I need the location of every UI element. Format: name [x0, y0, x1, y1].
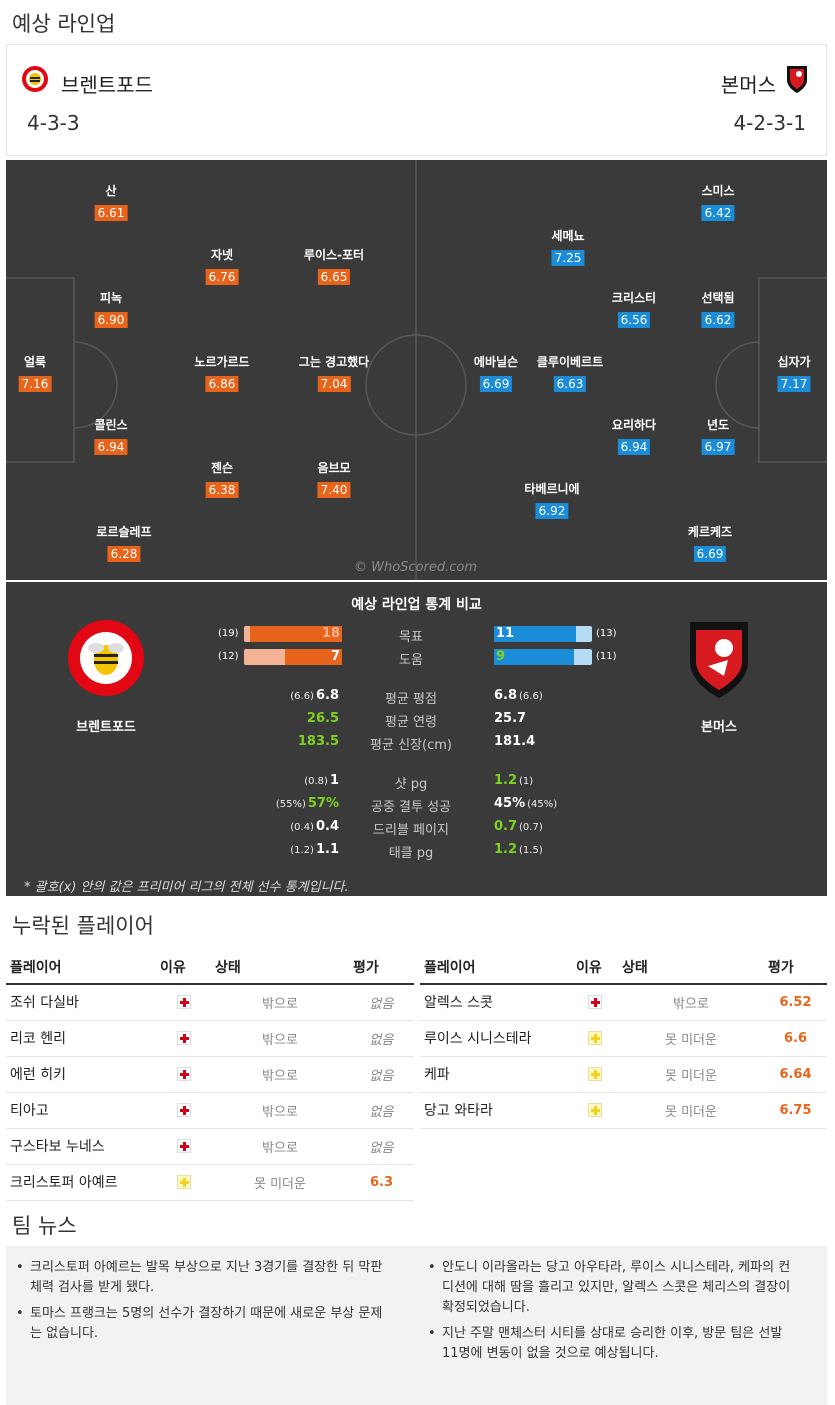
stats-away-name: 본머스	[701, 720, 737, 735]
home-assists-bar: 7	[244, 649, 342, 665]
table-row: 리코 헨리 밖으로 없음	[6, 1020, 414, 1057]
stat-row-goals: (19) 18 목표 11 (13)	[218, 626, 617, 645]
home-player[interactable]: 피녹 6.90	[94, 291, 128, 328]
news-item: 안도니 이라올라는 당고 아우타라, 루이스 시니스테라, 케파의 컨디션에 대…	[426, 1258, 796, 1318]
injury-icon	[176, 1103, 191, 1117]
home-player[interactable]: 콜린스 6.94	[94, 418, 128, 455]
player-name[interactable]: 당고 와타라	[420, 1092, 572, 1129]
news-title: 팀 뉴스	[12, 1214, 77, 1238]
away-player[interactable]: 타베르니에 6.92	[524, 482, 580, 519]
table-row: 루이스 시니스테라 못 미더운 6.6	[420, 1020, 827, 1057]
lineup-title: 예상 라인업	[12, 12, 116, 36]
away-player[interactable]: 십자가 7.17	[777, 355, 811, 392]
away-player[interactable]: 에바닐슨 6.69	[473, 355, 519, 392]
away-player[interactable]: 선택됨 6.62	[701, 291, 735, 328]
player-name[interactable]: 크리스토퍼 아예르	[6, 1164, 156, 1201]
stat-row: (55%) 57% 공중 결투 성공 45% (45%)	[275, 796, 558, 815]
stats-footnote: * 괄호(x) 안의 값은 프리미어 리그의 전체 선수 통계입니다.	[24, 880, 349, 895]
bournemouth-badge-icon	[684, 616, 754, 702]
away-news-list: 안도니 이라올라는 당고 아우타라, 루이스 시니스테라, 케파의 컨디션에 대…	[426, 1258, 796, 1370]
table-row: 구스타보 누네스 밖으로 없음	[6, 1128, 414, 1165]
player-name[interactable]: 리코 헨리	[6, 1020, 156, 1057]
missing-title: 누락된 플레이어	[12, 914, 154, 938]
home-news-list: 크리스토퍼 아예르는 발목 부상으로 지난 3경기를 결장한 뒤 막판 체력 검…	[14, 1258, 384, 1350]
away-player[interactable]: 세메뇨 7.25	[551, 229, 585, 266]
table-row: 에런 히키 밖으로 없음	[6, 1056, 414, 1093]
away-player[interactable]: 클루이베르트 6.63	[536, 355, 604, 392]
news-item: 크리스토퍼 아예르는 발목 부상으로 지난 3경기를 결장한 뒤 막판 체력 검…	[14, 1258, 384, 1298]
home-player[interactable]: 로르슬레프 6.28	[96, 525, 152, 562]
away-player[interactable]: 케르케즈 6.69	[687, 525, 733, 562]
home-player[interactable]: 루이스-포터 6.65	[303, 248, 365, 285]
stats-title: 예상 라인업 통계 비교	[351, 597, 482, 613]
away-player[interactable]: 스미스 6.42	[701, 184, 735, 221]
home-player[interactable]: 음브모 7.40	[317, 461, 351, 498]
home-missing-table: 플레이어 이유 상태 평가 조쉬 다실바 밖으로 없음 리코 헨리 밖으로 없음 에런 …	[6, 950, 414, 1201]
brentford-crest-icon	[21, 65, 49, 93]
away-assists-bar: 9	[494, 649, 592, 665]
injury-icon	[176, 1031, 191, 1045]
table-row: 알렉스 스콧 밖으로 6.52	[420, 984, 827, 1021]
stat-row-assists: (12) 7 도움 9 (11)	[218, 649, 617, 668]
doubtful-icon	[176, 1175, 191, 1189]
stat-row: 183.5 평균 신장(cm) 181.4	[297, 734, 536, 753]
stats-comparison: 예상 라인업 통계 비교 브렌트포드 본머스 (19) 18 목표 11 (13…	[6, 582, 827, 896]
home-player[interactable]: 노르가르드 6.86	[194, 355, 250, 392]
home-player[interactable]: 젠슨 6.38	[205, 461, 239, 498]
news-item: 지난 주말 맨체스터 시티를 상대로 승리한 이후, 방문 팀은 선발 11명에…	[426, 1324, 796, 1364]
doubtful-icon	[588, 1067, 602, 1081]
news-item: 토마스 프랭크는 5명의 선수가 결장하기 때문에 새로운 부상 문제는 없습니…	[14, 1304, 384, 1344]
watermark: © WhoScored.com	[354, 560, 478, 575]
table-row: 당고 와타라 못 미더운 6.75	[420, 1092, 827, 1129]
home-team-name[interactable]: 브렌트포드	[61, 73, 153, 97]
stat-row: (1.2) 1.1 태클 pg 1.2 (1.5)	[290, 842, 543, 861]
doubtful-icon	[588, 1103, 602, 1117]
table-row: 조쉬 다실바 밖으로 없음	[6, 984, 414, 1021]
pitch-lines	[6, 160, 827, 580]
home-goals-bar: 18	[244, 626, 342, 642]
stats-home-name: 브렌트포드	[76, 720, 136, 735]
away-team-name[interactable]: 본머스	[720, 73, 776, 97]
player-name[interactable]: 루이스 시니스테라	[420, 1020, 572, 1057]
table-row: 케파 못 미더운 6.64	[420, 1056, 827, 1093]
away-goals-bar: 11	[494, 626, 592, 642]
stat-row: 26.5 평균 연령 25.7	[306, 711, 527, 730]
player-name[interactable]: 티아고	[6, 1092, 156, 1129]
brentford-badge-icon	[66, 618, 146, 698]
home-player[interactable]: 얼룩 7.16	[18, 355, 52, 392]
injury-icon	[176, 1067, 191, 1081]
home-player[interactable]: 산 6.61	[94, 184, 128, 221]
player-name[interactable]: 케파	[420, 1056, 572, 1093]
stat-row: (0.4) 0.4 드리블 페이지 0.7 (0.7)	[290, 819, 543, 838]
bournemouth-crest-icon	[784, 63, 810, 95]
injury-icon	[176, 995, 191, 1010]
away-player[interactable]: 요리하다 6.94	[611, 418, 657, 455]
player-name[interactable]: 알렉스 스콧	[420, 984, 572, 1021]
injury-icon	[588, 995, 602, 1010]
table-row: 크리스토퍼 아예르 못 미더운 6.3	[6, 1164, 414, 1201]
home-player[interactable]: 그는 경고했다 7.04	[298, 355, 370, 392]
team-news: 크리스토퍼 아예르는 발목 부상으로 지난 3경기를 결장한 뒤 막판 체력 검…	[6, 1246, 827, 1405]
player-name[interactable]: 조쉬 다실바	[6, 984, 156, 1021]
home-formation: 4-3-3	[27, 111, 80, 135]
player-name[interactable]: 에런 히키	[6, 1056, 156, 1093]
doubtful-icon	[588, 1031, 602, 1045]
player-name[interactable]: 구스타보 누네스	[6, 1128, 156, 1165]
stat-row: (6.6) 6.8 평균 평점 6.8 (6.6)	[290, 688, 543, 707]
away-player[interactable]: 년도 6.97	[701, 418, 735, 455]
injury-icon	[176, 1139, 191, 1153]
table-row: 티아고 밖으로 없음	[6, 1092, 414, 1129]
away-missing-table: 플레이어 이유 상태 평가 알렉스 스콧 밖으로 6.52 루이스 시니스테라 못 미…	[420, 950, 827, 1129]
pitch: 산 6.61 자넷 6.76 루이스-포터 6.65 피녹 6.90 얼룩 7.16 노르…	[6, 160, 827, 580]
away-formation: 4-2-3-1	[733, 111, 806, 135]
stat-row: (0.8) 1 샷 pg 1.2 (1)	[304, 773, 534, 792]
lineup-header: 브렌트포드 4-3-3 본머스 4-2-3-1	[6, 44, 827, 156]
away-player[interactable]: 크리스티 6.56	[611, 291, 657, 328]
home-player[interactable]: 자넷 6.76	[205, 248, 239, 285]
